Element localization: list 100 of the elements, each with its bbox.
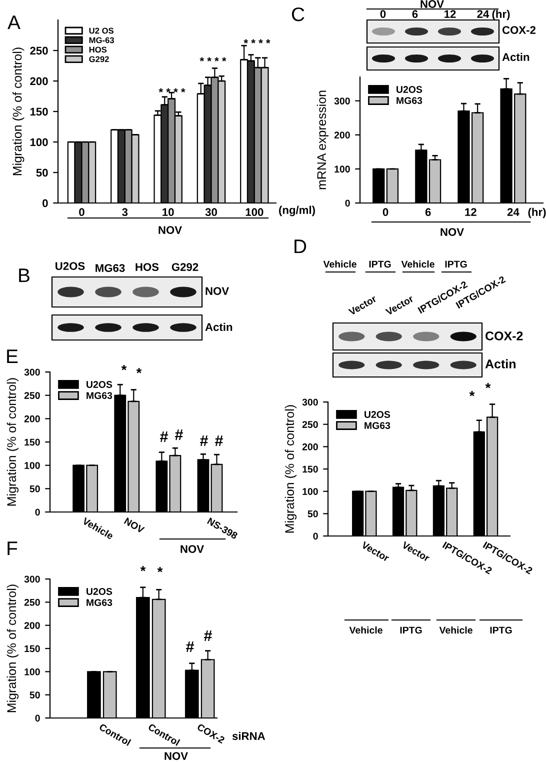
y-tick-label: 300 (302, 398, 318, 406)
text: * (140, 566, 146, 572)
text: COX-2 (486, 332, 523, 340)
y-tick-label: 100 (24, 462, 40, 469)
text: Actin (205, 322, 232, 331)
legend-label: MG-63 (89, 37, 114, 44)
x-tick-label: 0 (382, 208, 388, 216)
y-tick-label: 0 (35, 508, 40, 516)
y-tick-label: 150 (30, 108, 48, 116)
y-tick-label: 250 (302, 421, 318, 428)
text: IPTG (400, 626, 422, 634)
y-axis-title: Migration (% of control) (12, 48, 24, 176)
y-tick-label: 0 (345, 200, 350, 207)
text: Actin (502, 52, 530, 61)
legend-label: MG63 (396, 97, 422, 104)
y-tick-label: 200 (24, 622, 40, 629)
text: U2OS (56, 262, 85, 270)
legend-label: U2OS (364, 411, 390, 418)
y-tick-label: 200 (30, 77, 48, 86)
y-axis-title: mRNA expression (316, 90, 329, 190)
text: * (485, 383, 491, 388)
text: 24 (477, 10, 490, 18)
x-tick-label: 3 (122, 208, 128, 216)
text: (hr) (528, 208, 546, 218)
annotation: * * * * (200, 57, 226, 62)
x-tick-label: NOV (124, 517, 145, 534)
text: Actin (485, 359, 516, 368)
text: 0 (380, 10, 386, 18)
text: IPTG (445, 260, 467, 268)
x-tick-label: 12 (465, 208, 476, 216)
chart-title: A (8, 16, 20, 30)
legend-label: MG63 (86, 392, 112, 400)
x-tick-label: 30 (205, 208, 217, 216)
y-tick-label: 200 (302, 443, 318, 450)
legend-label: U2OS (396, 86, 422, 93)
annotation: # (160, 432, 168, 442)
text: IPTG (369, 260, 391, 268)
x-tick-label: 0 (79, 208, 84, 216)
y-tick-label: 200 (334, 132, 350, 139)
annotation: # (200, 436, 208, 446)
x-tick-label: 24 (507, 208, 520, 216)
text: * (121, 365, 127, 370)
text: COX-2 (502, 26, 536, 34)
text: * (157, 567, 163, 572)
y-tick-label: 0 (42, 199, 48, 208)
legend-label: U2 OS (89, 28, 114, 34)
y-tick-label: 50 (308, 510, 318, 518)
text: IPTG (490, 626, 512, 634)
legend-label: G292 (89, 56, 109, 62)
annotation: # (175, 430, 183, 440)
annotation: * (136, 368, 142, 374)
legend-label: U2OS (86, 381, 112, 388)
text: 6 (412, 10, 418, 18)
text: Vehicle (323, 260, 356, 268)
annotation: * * * * (158, 88, 186, 92)
legend-label: MG63 (86, 599, 112, 606)
text: Vehicle (439, 626, 472, 634)
chart-title: C (292, 7, 304, 22)
y-tick-label: 300 (24, 576, 40, 583)
y-tick-label: 100 (30, 138, 48, 146)
x-tick-label: 6 (425, 208, 431, 216)
y-tick-label: 100 (334, 166, 350, 173)
text: B (19, 268, 30, 282)
text: (ng/ml) (279, 206, 315, 216)
y-tick-label: 100 (302, 488, 318, 495)
text: NOV (206, 287, 229, 295)
x-tick-label: 10 (162, 208, 174, 216)
legend-label: HOS (89, 46, 107, 53)
y-tick-label: 150 (302, 466, 318, 473)
annotation: # (186, 642, 194, 652)
y-tick-label: 50 (30, 485, 40, 492)
text: NOV (158, 226, 182, 234)
y-tick-label: 250 (30, 46, 48, 55)
text: NOV (440, 228, 464, 236)
annotation: * * * * (244, 39, 270, 44)
y-tick-label: 50 (36, 168, 48, 177)
y-axis-title: Migration (% of control) (284, 405, 297, 533)
chart-title: F (8, 542, 18, 556)
text: HOS (136, 263, 159, 271)
text: G292 (172, 263, 198, 271)
text: NOV (164, 752, 188, 760)
y-tick-label: 150 (24, 645, 40, 652)
y-tick-label: 250 (24, 598, 40, 606)
chart-title: E (7, 350, 18, 364)
y-tick-label: 150 (24, 438, 40, 446)
x-tick-label: 100 (246, 208, 264, 216)
y-tick-label: 200 (24, 415, 40, 422)
y-tick-label: 300 (24, 368, 40, 376)
y-tick-label: 300 (334, 98, 350, 104)
annotation: # (215, 436, 223, 446)
text: NOV (420, 0, 444, 8)
text: MG63 (96, 264, 125, 272)
y-tick-label: 50 (30, 692, 40, 698)
chart-title: D (294, 240, 306, 254)
text: * (469, 391, 475, 396)
y-tick-label: 0 (35, 714, 40, 722)
y-axis-title: Migration (% of control) (6, 378, 19, 506)
text: (hr) (492, 10, 510, 20)
text: 12 (444, 10, 456, 18)
legend-label: U2OS (86, 588, 112, 595)
